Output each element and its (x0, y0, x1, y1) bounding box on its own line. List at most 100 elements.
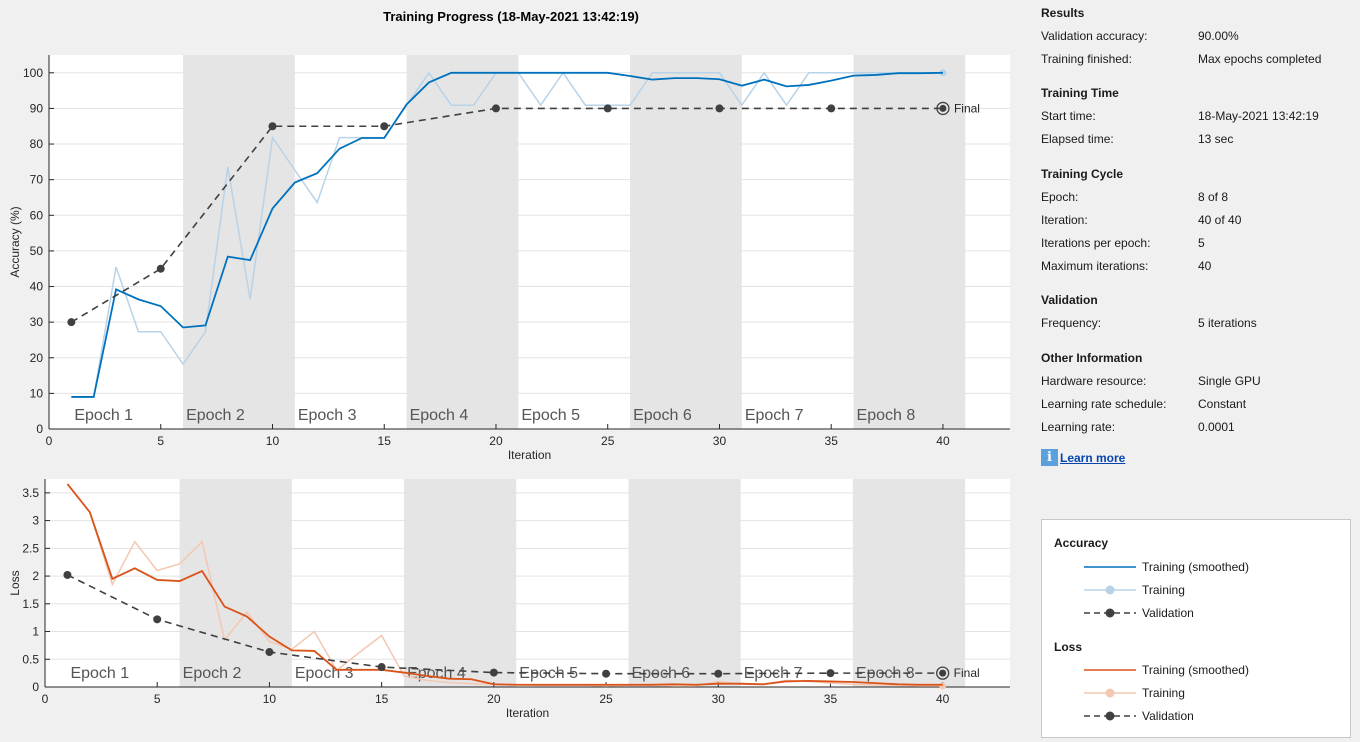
accuracy-y-tick-label: 0 (36, 422, 43, 436)
loss-x-tick-label: 40 (936, 692, 950, 706)
accuracy-validation-point (380, 122, 389, 131)
accuracy-x-tick-label: 10 (266, 434, 280, 448)
accuracy-y-tick-label: 100 (23, 66, 43, 80)
loss-epoch-label: Epoch 3 (295, 665, 354, 682)
validation-accuracy-key: Validation accuracy: (1041, 29, 1148, 43)
validation-accuracy-value: 90.00% (1198, 29, 1239, 43)
legend-loss-smoothed-swatch (1084, 669, 1136, 671)
legend-accuracy-title: Accuracy (1054, 536, 1109, 550)
legend-loss-training-swatch (1084, 688, 1136, 698)
accuracy-x-tick-label: 25 (601, 434, 615, 448)
legend-loss-title: Loss (1054, 640, 1083, 654)
learn-more-link[interactable]: i Learn more (1041, 449, 1125, 466)
loss-epoch-label: Epoch 4 (407, 665, 466, 682)
loss-y-tick-label: 3 (32, 514, 39, 528)
results-title: Results (1041, 6, 1085, 20)
accuracy-epoch-label: Epoch 8 (857, 407, 916, 424)
loss-x-tick-label: 35 (824, 692, 838, 706)
loss-y-tick-label: 3.5 (22, 486, 39, 500)
accuracy-x-tick-label: 35 (825, 434, 839, 448)
accuracy-validation-point (156, 264, 165, 273)
legend-accuracy-validation-label: Validation (1142, 606, 1194, 620)
accuracy-y-tick-label: 50 (30, 244, 44, 258)
loss-epoch-label: Epoch 6 (631, 665, 690, 682)
accuracy-epoch-label: Epoch 6 (633, 407, 692, 424)
accuracy-y-tick-label: 10 (30, 386, 44, 400)
loss-x-axis-label: Iteration (506, 706, 549, 720)
learning-rate-value: 0.0001 (1198, 420, 1235, 434)
maximum-iterations-key: Maximum iterations: (1041, 259, 1149, 273)
iterations-per-epoch-key: Iterations per epoch: (1041, 236, 1151, 250)
elapsed-time-key: Elapsed time: (1041, 132, 1114, 146)
accuracy-epoch-band (853, 55, 966, 429)
legend-loss-training-label: Training (1142, 686, 1185, 700)
accuracy-epoch-band (630, 55, 742, 429)
accuracy-y-tick-label: 80 (30, 137, 44, 151)
training-cycle-title: Training Cycle (1041, 167, 1124, 181)
accuracy-x-tick-label: 20 (489, 434, 503, 448)
accuracy-validation-point (827, 104, 836, 113)
info-icon: i (1041, 449, 1058, 466)
accuracy-epoch-label: Epoch 7 (745, 407, 804, 424)
loss-epoch-band (852, 479, 966, 687)
accuracy-epoch-band (406, 55, 519, 429)
accuracy-validation-point (268, 122, 277, 131)
validation-title: Validation (1041, 293, 1098, 307)
legend-loss-validation-swatch (1084, 711, 1136, 721)
accuracy-validation-final-ring (936, 101, 950, 116)
loss-y-tick-label: 1.5 (22, 597, 39, 611)
learning-rate-schedule-value: Constant (1198, 397, 1247, 411)
loss-x-tick-label: 30 (712, 692, 726, 706)
elapsed-time-value: 13 sec (1198, 132, 1234, 146)
accuracy-validation-point (491, 104, 500, 113)
accuracy-epoch-label: Epoch 3 (298, 407, 357, 424)
frequency-key: Frequency: (1041, 316, 1102, 330)
legend-accuracy-validation-swatch (1084, 608, 1136, 618)
frequency-value: 5 iterations (1198, 316, 1257, 330)
loss-y-tick-label: 1 (32, 625, 39, 639)
maximum-iterations-value: 40 (1198, 259, 1212, 273)
loss-epoch-label: Epoch 2 (183, 665, 242, 682)
accuracy-y-tick-label: 40 (30, 280, 44, 294)
legend-loss-validation: Validation (1084, 708, 1344, 724)
accuracy-epoch-label: Epoch 5 (521, 407, 580, 424)
hardware-resource-value: Single GPU (1198, 374, 1261, 388)
training-time-title: Training Time (1041, 86, 1119, 100)
legend-loss-smoothed: Training (smoothed) (1084, 662, 1344, 678)
accuracy-validation-point (603, 104, 612, 113)
accuracy-y-tick-label: 30 (30, 315, 44, 329)
loss-chart: Epoch 1 Epoch 2 Epoch 3 Epoch 4 Epoch 5 Epoch… (8, 479, 1010, 720)
loss-x-tick-label: 10 (263, 692, 277, 706)
accuracy-y-tick-label: 60 (30, 208, 44, 222)
loss-validation-point (602, 669, 611, 678)
loss-epoch-band (179, 479, 292, 687)
start-time-key: Start time: (1041, 109, 1096, 123)
loss-validation-point (826, 669, 835, 678)
learning-rate-key: Learning rate: (1041, 420, 1116, 434)
loss-validation-point (265, 648, 274, 657)
loss-validation-point (153, 615, 162, 624)
loss-y-axis-label: Loss (8, 570, 22, 595)
loss-epoch-band (404, 479, 517, 687)
training-finished-key: Training finished: (1041, 52, 1132, 66)
start-time-value: 18-May-2021 13:42:19 (1198, 109, 1319, 123)
accuracy-chart: Epoch 1 Epoch 2 Epoch 3 Epoch 4 Epoch 5 Epoch… (8, 55, 1010, 462)
loss-training-smoothed-line (66, 483, 943, 686)
accuracy-x-axis-label: Iteration (508, 448, 551, 462)
legend-accuracy-training-label: Training (1142, 583, 1185, 597)
training-progress-charts: Training Progress (18-May-2021 13:42:19)… (8, 9, 1010, 720)
learning-rate-schedule-key: Learning rate schedule: (1041, 397, 1167, 411)
legend-accuracy-training: Training (1084, 582, 1344, 598)
loss-y-tick-label: 0.5 (22, 652, 39, 666)
learn-more-label[interactable]: Learn more (1060, 450, 1126, 465)
loss-validation-point (377, 663, 386, 672)
legend-accuracy-smoothed-label: Training (smoothed) (1142, 560, 1249, 574)
loss-x-tick-label: 20 (487, 692, 501, 706)
loss-validation-point (714, 669, 723, 678)
loss-x-tick-label: 0 (42, 692, 49, 706)
accuracy-training-smoothed-line (71, 71, 943, 398)
accuracy-x-tick-label: 15 (378, 434, 392, 448)
training-finished-value: Max epochs completed (1198, 52, 1322, 66)
legend-loss-smoothed-label: Training (smoothed) (1142, 663, 1249, 677)
legend-loss-training: Training (1084, 685, 1344, 701)
